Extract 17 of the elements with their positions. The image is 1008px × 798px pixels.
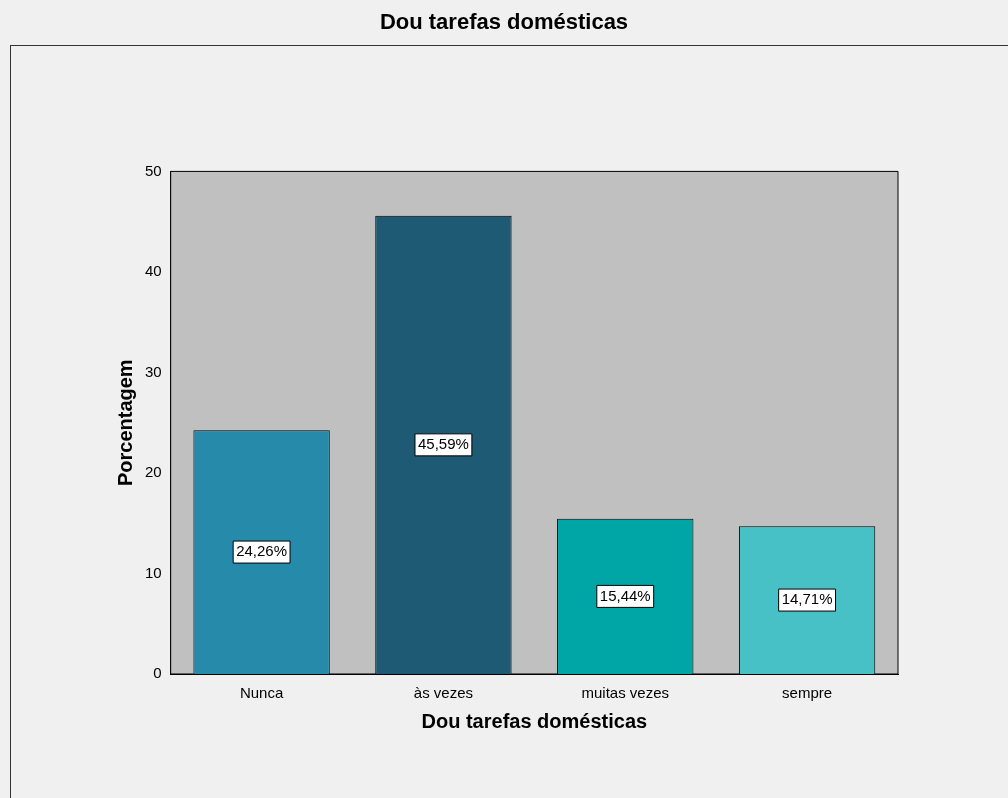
- y-axis-title: Porcentagem: [113, 359, 136, 487]
- y-tick-label: 30: [145, 362, 162, 380]
- x-tick-label: muitas vezes: [581, 684, 670, 702]
- data-label: 14,71%: [781, 590, 833, 608]
- chart-title: Dou tarefas domésticas: [379, 9, 629, 35]
- y-tick-label: 40: [145, 262, 162, 280]
- y-tick-label: 10: [145, 563, 162, 581]
- x-tick-label: às vezes: [413, 684, 474, 702]
- y-tick-label: 20: [145, 463, 162, 481]
- data-label: 15,44%: [599, 586, 651, 604]
- y-tick-label: 0: [153, 664, 162, 682]
- x-tick-label: sempre: [782, 684, 833, 702]
- data-label: 24,26%: [236, 542, 288, 560]
- data-label: 45,59%: [417, 435, 469, 453]
- x-tick-label: Nunca: [239, 684, 284, 702]
- x-axis-title: Dou tarefas domésticas: [421, 709, 648, 732]
- y-tick-label: 50: [145, 161, 162, 179]
